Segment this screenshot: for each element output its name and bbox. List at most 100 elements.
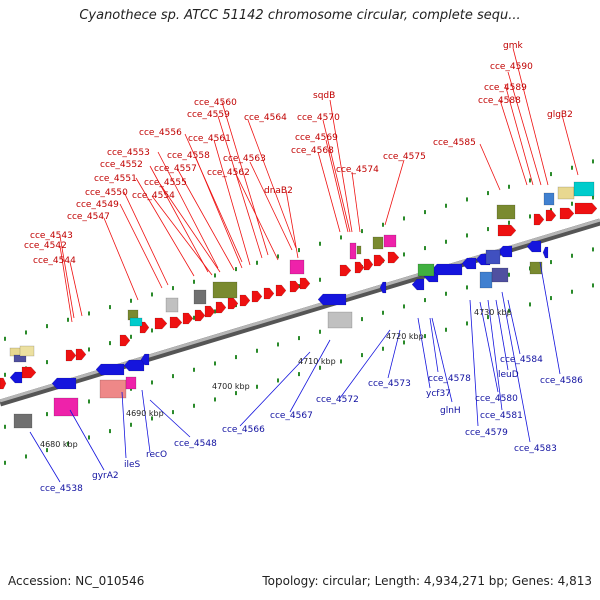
tick-dot <box>445 203 447 208</box>
forward-gene-arrow <box>182 312 194 325</box>
reverse-gene-label: cce_4573 <box>368 379 411 389</box>
reverse-leader-line <box>289 339 331 413</box>
tick-dot <box>298 336 300 341</box>
scale-label: 4700 kbp <box>212 382 250 391</box>
tick-dot <box>571 201 573 206</box>
scale-label: 4730 kbp <box>474 308 512 317</box>
tick-dot <box>172 374 174 379</box>
forward-gene-arrow <box>497 224 517 237</box>
forward-gene-arrow <box>251 290 263 303</box>
tick-dot <box>256 260 258 265</box>
tick-dot <box>109 341 111 346</box>
forward-gene-label: cce_4561 <box>188 134 231 144</box>
forward-gene-label: cce_4542 <box>24 241 67 251</box>
forward-gene-arrow <box>559 207 575 220</box>
tick-dot <box>25 330 27 335</box>
tick-dot <box>466 285 468 290</box>
reverse-gene-label: cce_4566 <box>222 425 265 435</box>
reverse-leader-line <box>487 299 503 411</box>
tick-dot <box>466 233 468 238</box>
forward-gene-arrow <box>154 317 168 330</box>
reverse-leader-line <box>339 329 391 399</box>
gene-box <box>129 317 143 327</box>
gene-box <box>13 413 33 429</box>
forward-gene-label: cce_4589 <box>484 83 527 93</box>
reverse-gene-arrow <box>431 263 463 276</box>
forward-leader-line <box>351 171 361 233</box>
reverse-gene-arrow <box>542 246 549 259</box>
forward-gene-label: gmk <box>503 41 523 51</box>
tick-dot <box>403 340 405 345</box>
gene-box <box>557 186 575 200</box>
tick-dot <box>67 317 69 322</box>
reverse-leader-line <box>479 301 499 393</box>
reverse-leader-line <box>495 299 509 371</box>
reverse-gene-label: cce_4586 <box>540 376 583 386</box>
tick-dot <box>277 254 279 259</box>
tick-dot <box>592 159 594 164</box>
tick-dot <box>571 253 573 258</box>
forward-leader-line <box>184 133 243 263</box>
reverse-gene-label: cce_4538 <box>40 484 83 494</box>
forward-leader-line <box>103 217 139 301</box>
reverse-leader-line <box>507 299 521 355</box>
forward-gene-arrow <box>289 280 301 293</box>
accession-text: Accession: NC_010546 <box>8 574 145 588</box>
reverse-gene-arrow <box>140 353 150 366</box>
tick-dot <box>340 235 342 240</box>
forward-leader-line <box>329 99 353 233</box>
reverse-gene-arrow <box>51 377 77 390</box>
tick-dot <box>319 365 321 370</box>
gene-box <box>479 271 493 289</box>
tick-dot <box>487 227 489 232</box>
reverse-gene-label: cce_4579 <box>465 428 508 438</box>
forward-gene-arrow <box>574 202 598 215</box>
tick-dot <box>382 310 384 315</box>
reverse-gene-label: cce_4584 <box>500 355 543 365</box>
gene-box <box>327 311 353 329</box>
tick-dot <box>4 424 6 429</box>
tick-dot <box>235 391 237 396</box>
forward-leader-line <box>504 83 534 186</box>
forward-gene-arrow <box>227 297 239 310</box>
tick-dot <box>424 210 426 215</box>
tick-dot <box>130 422 132 427</box>
tick-dot <box>193 403 195 408</box>
reverse-leader-line <box>69 409 105 471</box>
tick-dot <box>424 298 426 303</box>
reverse-gene-label: cce_4580 <box>475 394 518 404</box>
reverse-gene-arrow <box>497 245 513 258</box>
forward-gene-label: sqdB <box>313 91 335 101</box>
tick-dot <box>445 327 447 332</box>
reverse-leader-line <box>469 299 479 427</box>
tick-dot <box>571 165 573 170</box>
tick-dot <box>319 329 321 334</box>
forward-leader-line <box>499 99 528 186</box>
reverse-gene-label: recO <box>146 450 167 460</box>
forward-leader-line <box>159 183 221 273</box>
forward-leader-line <box>322 119 351 233</box>
forward-leader-line <box>512 47 549 186</box>
forward-gene-arrow <box>363 258 374 271</box>
reverse-gene-label: ycf37 <box>426 389 451 399</box>
reverse-gene-arrow <box>317 293 347 306</box>
tick-dot <box>445 291 447 296</box>
forward-leader-line <box>507 71 542 186</box>
tick-dot <box>4 336 6 341</box>
forward-gene-label: cce_4568 <box>291 146 334 156</box>
forward-leader-line <box>561 114 579 176</box>
tick-dot <box>172 286 174 291</box>
forward-gene-arrow <box>299 277 311 290</box>
reverse-gene-arrow <box>526 240 542 253</box>
tick-dot <box>319 277 321 282</box>
forward-gene-arrow <box>263 287 275 300</box>
reverse-gene-label: cce_4578 <box>428 374 471 384</box>
tick-dot <box>403 216 405 221</box>
tick-dot <box>298 372 300 377</box>
tick-dot <box>361 353 363 358</box>
tick-dot <box>256 384 258 389</box>
gene-box <box>491 267 509 283</box>
gene-box <box>349 242 357 260</box>
tick-dot <box>466 321 468 326</box>
gene-box <box>485 249 501 265</box>
